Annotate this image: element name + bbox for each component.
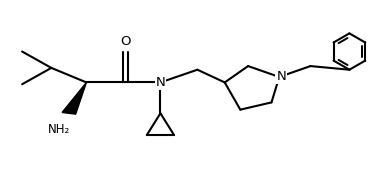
Text: NH₂: NH₂ <box>48 123 70 136</box>
Polygon shape <box>62 82 86 114</box>
Text: O: O <box>120 35 131 48</box>
Text: N: N <box>156 76 165 89</box>
Text: N: N <box>276 70 286 83</box>
